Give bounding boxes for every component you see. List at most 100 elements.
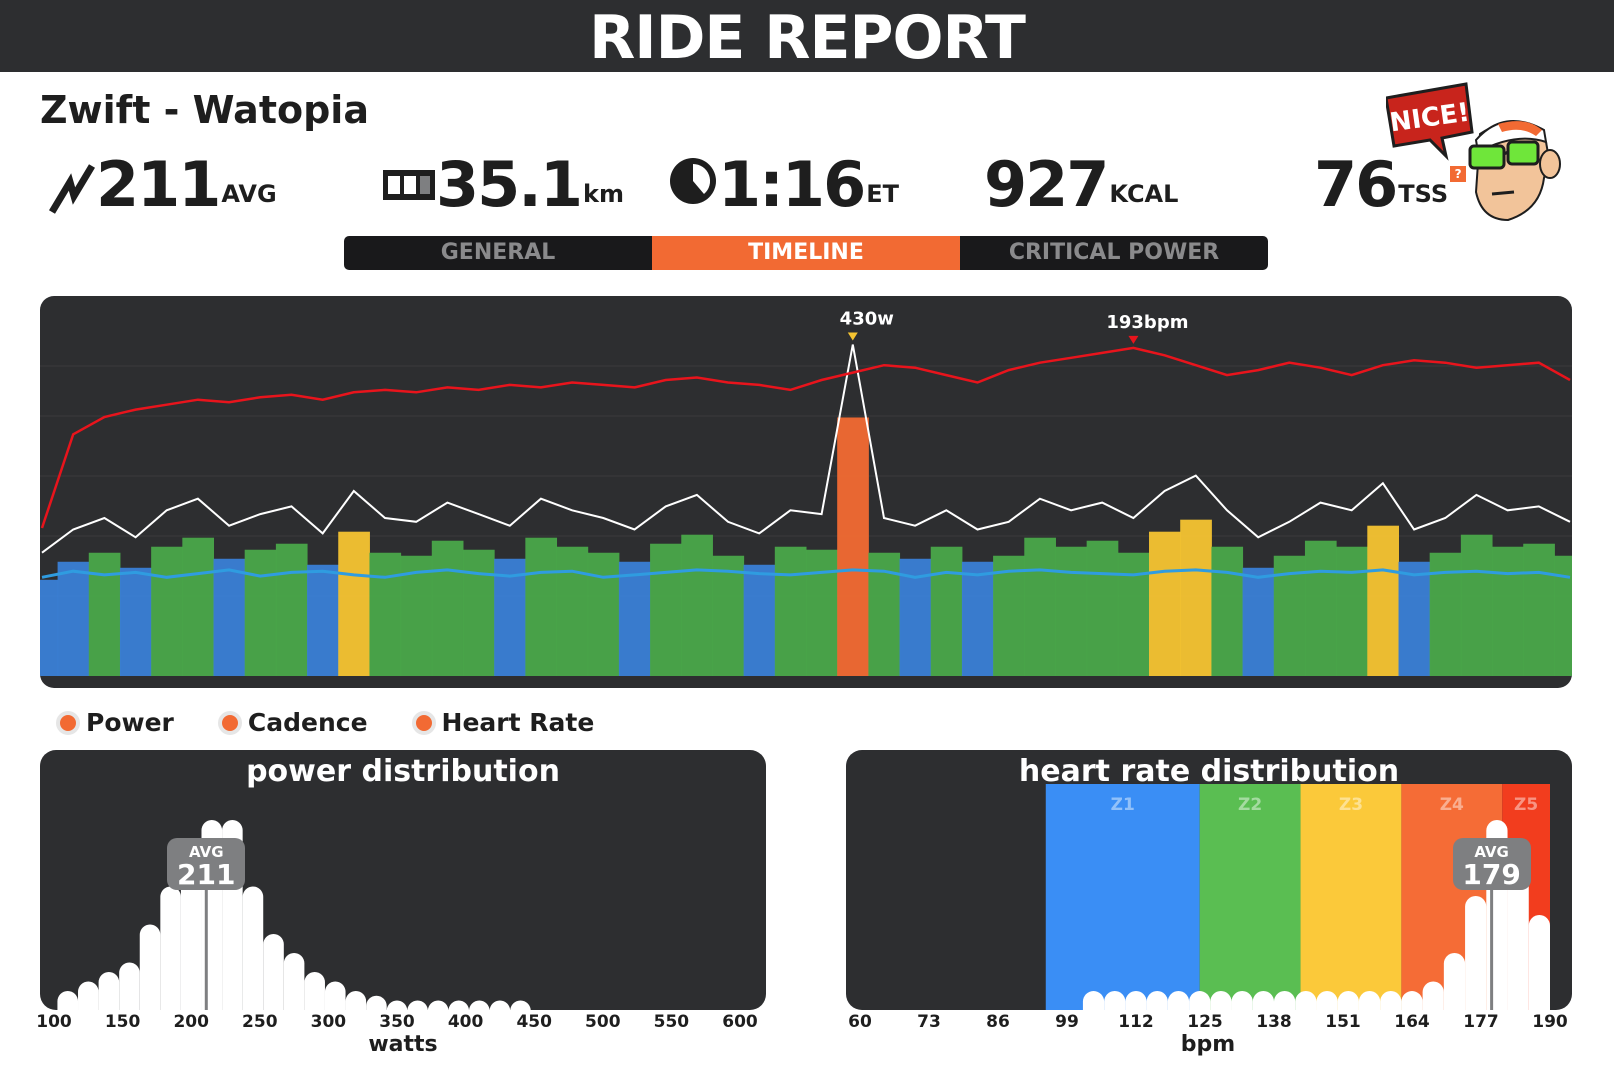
power-zone-bar	[993, 555, 1025, 676]
x-axis-tick-label: 500	[585, 1012, 621, 1032]
distribution-bar	[242, 886, 264, 1010]
stat-power: 211 AVG	[48, 140, 277, 220]
power-zone-bar	[1117, 552, 1150, 676]
legend-toggle-power-icon[interactable]	[56, 710, 80, 735]
stat-energy: 927 KCAL	[984, 140, 1178, 220]
legend-item-cadence[interactable]: Cadence	[217, 708, 368, 737]
timeline-chart-svg: 430w 193bpm	[40, 309, 1572, 676]
power-zone-bar	[1242, 567, 1275, 676]
heart-rate-distribution-x-label: bpm	[1180, 1032, 1236, 1057]
heart-rate-avg-label: AVG	[1474, 843, 1509, 861]
power-zone-bar	[681, 534, 713, 676]
tab-timeline[interactable]: TIMELINE	[652, 236, 960, 270]
power-series-line	[41, 344, 1571, 554]
peak-hr-marker	[1128, 335, 1139, 344]
distribution-bar	[1082, 991, 1105, 1010]
x-axis-tick-label: 151	[1325, 1012, 1361, 1032]
distribution-bar	[78, 981, 99, 1010]
power-zone-bar	[556, 546, 589, 676]
tab-critical-power[interactable]: CRITICAL POWER	[1008, 240, 1220, 265]
power-zone-bar	[338, 531, 370, 676]
hr-zone-band	[1045, 784, 1200, 1010]
view-tabs: GENERAL TIMELINE CRITICAL POWER	[344, 236, 1268, 270]
distribution-bar	[160, 886, 181, 1010]
hr-zone-label: Z1	[1111, 795, 1135, 815]
power-zone-bar	[743, 564, 776, 676]
stat-time-value: 1:16	[718, 148, 866, 221]
distribution-bar	[489, 1000, 511, 1010]
stat-time: 1:16 ET	[668, 140, 899, 220]
distribution-bar	[57, 991, 79, 1010]
power-zone-bar	[1024, 537, 1056, 676]
power-zone-bar	[369, 552, 402, 676]
power-zone-bar	[1086, 540, 1119, 676]
power-zone-bar	[650, 543, 682, 676]
legend-label-cadence: Cadence	[247, 708, 368, 737]
x-axis-tick-label: 60	[848, 1012, 872, 1032]
power-zone-bar	[182, 537, 215, 676]
legend-toggle-heart-rate-icon[interactable]	[411, 710, 436, 735]
mascot-avatar: NICE!	[1384, 80, 1576, 230]
heart-rate-distribution-chart: heart rate distribution Z1 Z2 Z3 Z4 Z5	[846, 750, 1572, 1010]
odometer-icon	[382, 166, 436, 208]
mascot-face-icon	[1468, 120, 1561, 222]
tab-general[interactable]: GENERAL	[440, 240, 556, 265]
power-zone-bar	[1055, 546, 1088, 676]
legend-item-heart-rate[interactable]: Heart Rate	[411, 708, 595, 737]
distribution-bar	[263, 934, 284, 1010]
power-zone-bar	[525, 537, 558, 676]
power-distribution-x-axis: 100 150 200 250 300 350 400 450 500 550 600	[36, 1012, 766, 1036]
power-zone-bar	[88, 552, 121, 676]
power-zone-bar	[1492, 546, 1524, 676]
distribution-bar	[1210, 991, 1232, 1010]
power-zone-bar	[119, 567, 152, 676]
x-axis-tick-label: 125	[1187, 1012, 1223, 1032]
x-axis-tick-label: 177	[1463, 1012, 1499, 1032]
distribution-bar	[119, 962, 140, 1010]
distribution-bar	[1316, 991, 1338, 1010]
x-axis-tick-label: 600	[722, 1012, 758, 1032]
power-zone-bar	[1149, 531, 1181, 676]
legend-toggle-cadence-icon[interactable]	[217, 710, 242, 735]
cadence-series-line	[41, 568, 1571, 579]
power-zone-bar	[712, 555, 745, 676]
timeline-chart[interactable]: 430w 193bpm	[40, 296, 1572, 688]
stat-energy-unit: KCAL	[1109, 180, 1179, 208]
distribution-bar	[1465, 896, 1487, 1010]
legend-label-heart-rate: Heart Rate	[441, 708, 595, 737]
power-zone-bar	[1398, 561, 1431, 676]
power-zone-bar	[774, 546, 807, 676]
power-zone-bar	[431, 540, 464, 676]
power-zone-bar	[1367, 525, 1399, 676]
distribution-bar	[98, 972, 120, 1010]
peak-hr-label: 193bpm	[1106, 312, 1188, 333]
stat-time-unit: ET	[866, 180, 899, 208]
power-distribution-chart: power distribution	[40, 750, 766, 1010]
power-zone-bar	[462, 549, 495, 676]
distribution-bar	[1125, 991, 1147, 1010]
legend-label-power: Power	[86, 708, 174, 737]
hr-zone-band	[1199, 784, 1301, 1010]
distribution-bar	[1189, 991, 1211, 1010]
distribution-bar	[283, 953, 305, 1010]
distribution-bar	[1443, 953, 1466, 1010]
peak-power-label: 430w	[840, 309, 894, 330]
power-distribution-svg	[57, 820, 531, 1010]
distribution-bar	[469, 1000, 490, 1010]
distribution-bar	[510, 1000, 531, 1010]
x-axis-tick-label: 86	[986, 1012, 1010, 1032]
power-distribution-x-label: watts	[368, 1032, 438, 1057]
stat-distance: 35.1 km	[382, 140, 624, 220]
tss-help-icon[interactable]: ?	[1450, 166, 1467, 182]
legend-item-power[interactable]: Power	[56, 708, 174, 737]
power-avg-value: 211	[177, 858, 236, 891]
power-zone-bar	[57, 561, 90, 676]
power-zone-bar	[930, 546, 963, 676]
power-zone-bar	[1460, 534, 1493, 676]
power-zone-bar	[1523, 543, 1555, 676]
x-axis-tick-label: 250	[242, 1012, 278, 1032]
power-zone-bar	[494, 558, 526, 676]
power-zone-bar	[275, 543, 308, 676]
x-axis-tick-label: 99	[1055, 1012, 1079, 1032]
distribution-bar	[1146, 991, 1168, 1010]
